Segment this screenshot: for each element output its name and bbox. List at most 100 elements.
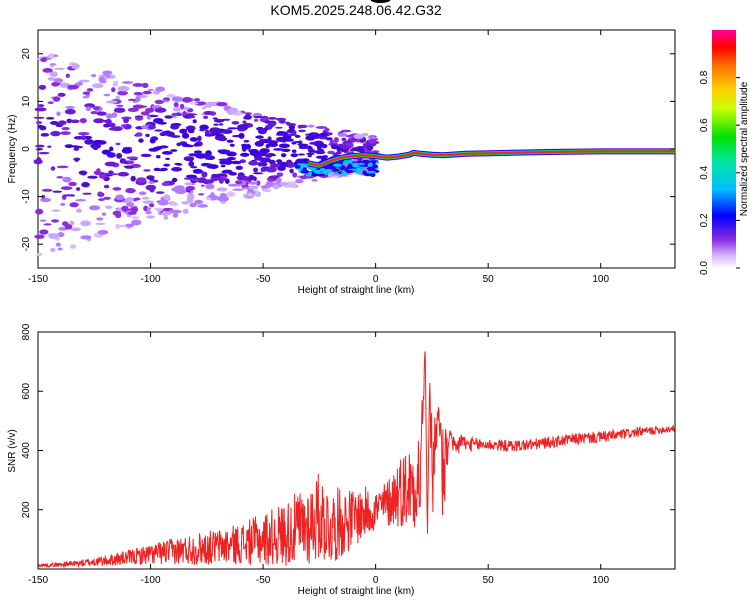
spectrogram-blob: [254, 140, 264, 147]
spectrogram-blob: [252, 176, 257, 181]
spectrogram-blob: [299, 175, 309, 180]
spectrogram-blob: [154, 99, 164, 105]
spectrogram-blob: [359, 139, 366, 143]
spectrogram-blob: [63, 194, 74, 197]
spectrogram-blob: [125, 188, 136, 194]
spectrogram-blob: [306, 152, 315, 155]
spectrogram-blob: [163, 100, 170, 103]
spectrogram-blob: [355, 167, 362, 172]
spectrogram-blob: [185, 182, 193, 186]
spectrogram-blob: [101, 149, 111, 155]
spectrogram-blob: [291, 184, 297, 188]
spectrogram-blob: [69, 119, 80, 124]
spectrogram-blob: [311, 178, 318, 182]
spectrogram-blob: [288, 125, 296, 130]
spectrogram-blob: [82, 91, 91, 95]
spectrogram-blob: [350, 162, 360, 165]
spectrogram-blob: [67, 84, 79, 90]
spectrogram-blob: [75, 187, 81, 191]
spectrogram-blob: [39, 229, 49, 235]
spectrogram-blob: [80, 220, 92, 227]
spectrogram-blob: [214, 134, 226, 141]
spectrogram-blob: [70, 227, 81, 232]
spectrogram-blob: [176, 163, 183, 166]
spectrogram-blob: [163, 194, 171, 201]
spectrogram-blob: [39, 219, 47, 222]
spectrogram-blob: [104, 161, 117, 167]
spectrogram-blob: [92, 106, 100, 110]
spectrogram-blob: [217, 195, 229, 202]
spectrogram-blob: [163, 163, 170, 167]
spectrogram-blob: [97, 229, 109, 235]
spectrogram-blob: [153, 118, 164, 124]
spectrogram-blob: [193, 143, 199, 147]
spectrogram-blob: [155, 191, 165, 195]
spectrogram-blob: [222, 149, 231, 154]
spectrogram-blob: [310, 132, 318, 136]
spectrogram-blob: [127, 98, 137, 101]
spectrogram-blob: [337, 133, 348, 137]
spectrogram-blob: [133, 100, 138, 103]
spectrogram-blob: [362, 170, 368, 175]
spectrogram-blob: [65, 73, 70, 79]
spectrogram-blob: [111, 87, 116, 93]
spectrogram-blob: [213, 118, 225, 123]
spectrogram-blob: [34, 234, 45, 239]
spectrogram-blob: [197, 177, 207, 184]
spectrogram-blob: [35, 121, 43, 125]
spectrogram-blob: [146, 215, 156, 219]
spectrogram-blob: [35, 144, 45, 148]
spectrogram-blob: [226, 157, 236, 161]
spectrogram-blob: [294, 164, 301, 169]
spectrogram-blob: [74, 157, 79, 162]
spectrogram-blob: [40, 57, 48, 62]
spectrogram-blob: [205, 197, 212, 201]
spectrogram-blob: [47, 145, 52, 148]
colorbar-gradient: [712, 30, 736, 268]
spectrogram-blob: [151, 105, 159, 109]
spectrogram-blob: [131, 216, 140, 220]
spectrogram-blob: [165, 157, 171, 160]
spectrogram-ridge: [307, 148, 675, 169]
spectrogram-blob: [81, 181, 90, 188]
spectrogram-blob: [171, 187, 182, 192]
x-tick-label: -150: [28, 274, 48, 285]
spectrogram-blob: [193, 98, 201, 102]
spectrogram-blob: [308, 124, 315, 128]
spectrogram-blob: [188, 128, 195, 134]
spectrogram-blob: [60, 202, 66, 206]
spectrogram-blob: [345, 143, 352, 147]
spectrogram-blob: [112, 80, 119, 87]
spectrogram-blob: [38, 151, 50, 155]
x-tick-label: 100: [592, 274, 609, 285]
spectrogram-blob: [239, 159, 246, 164]
spectrogram-blob: [161, 182, 170, 187]
spectrogram-blob: [185, 113, 198, 116]
spectrogram-blob: [116, 152, 123, 159]
spectrogram-blob: [98, 76, 106, 83]
spectrogram-blob: [51, 209, 61, 212]
spectrogram-blob: [108, 127, 121, 131]
spectrogram-blob: [370, 0, 381, 2]
spectrogram-blob: [229, 143, 235, 147]
spectrogram-blob: [51, 219, 59, 223]
spectrogram-blob: [208, 164, 219, 170]
spectrogram-blob: [109, 122, 116, 128]
spectrogram-blob: [255, 135, 264, 139]
spectrogram-blob: [257, 128, 267, 135]
spectrogram-blob: [47, 101, 54, 104]
spectrogram-blob: [292, 172, 298, 178]
spectrogram-blob: [265, 124, 273, 129]
spectrogram-blob: [42, 68, 53, 73]
spectrogram-blob: [352, 164, 359, 168]
spectrogram-blob: [182, 208, 189, 214]
spectrogram-blob: [47, 233, 59, 236]
spectrogram-blob: [142, 82, 149, 88]
spectrogram-blob: [235, 165, 243, 170]
spectrogram-blob: [34, 107, 47, 112]
spectrogram-blob: [82, 192, 92, 195]
spectrogram-blob: [204, 133, 214, 137]
spectrogram-blob: [171, 167, 183, 172]
spectrogram-blob: [197, 204, 209, 208]
